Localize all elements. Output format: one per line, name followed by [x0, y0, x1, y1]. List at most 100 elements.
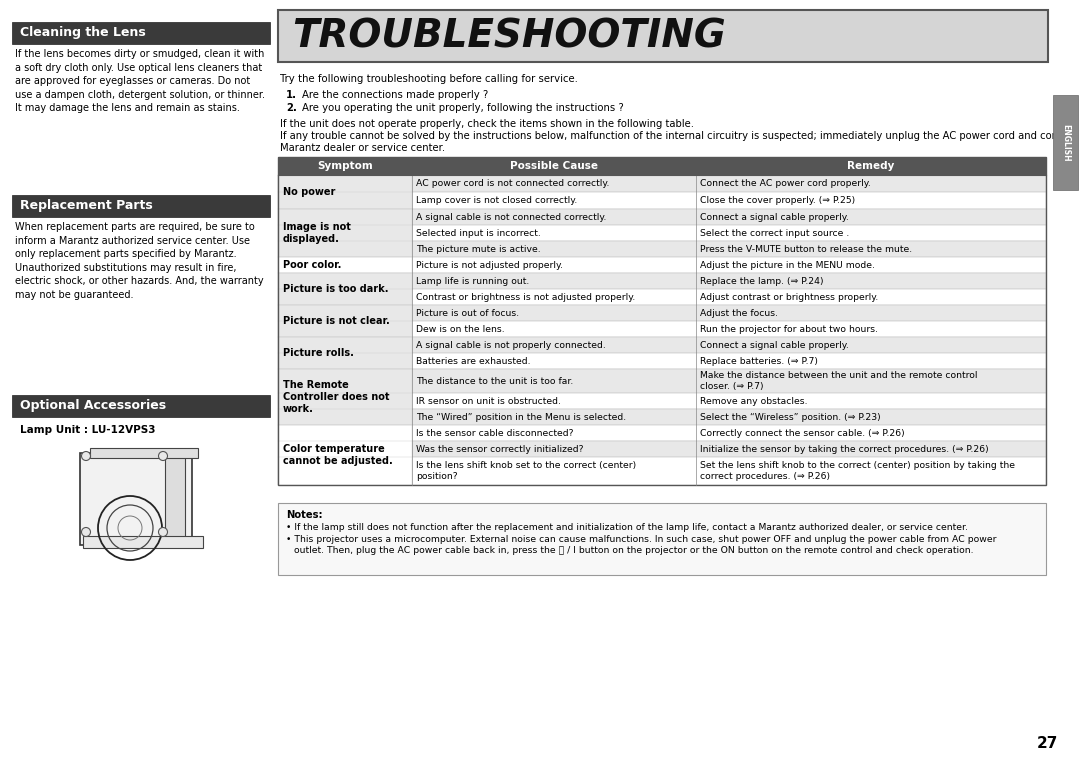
Text: The Remote
Controller does not
work.: The Remote Controller does not work. [283, 380, 390, 414]
Text: IR sensor on unit is obstructed.: IR sensor on unit is obstructed. [416, 397, 561, 405]
Text: Selected input is incorrect.: Selected input is incorrect. [416, 228, 541, 237]
Text: Symptom: Symptom [318, 161, 373, 171]
Circle shape [159, 527, 167, 536]
Bar [83, 536, 203, 548]
Bar [278, 257, 1047, 273]
Text: AC power cord is not connected correctly.: AC power cord is not connected correctly… [416, 179, 609, 188]
Text: Are the connections made properly ?: Are the connections made properly ? [302, 90, 488, 100]
Text: • If the lamp still does not function after the replacement and initialization o: • If the lamp still does not function af… [286, 523, 968, 532]
Bar [278, 209, 411, 257]
Bar [278, 10, 1048, 62]
Text: Remove any obstacles.: Remove any obstacles. [700, 397, 808, 405]
Text: Correctly connect the sensor cable. (⇒ P.26): Correctly connect the sensor cable. (⇒ P… [700, 429, 905, 437]
Text: Was the sensor correctly initialized?: Was the sensor correctly initialized? [416, 445, 583, 453]
Text: A signal cable is not connected correctly.: A signal cable is not connected correctl… [416, 213, 606, 221]
Bar [278, 457, 1047, 485]
Text: Dew is on the lens.: Dew is on the lens. [416, 324, 504, 333]
Bar [278, 157, 1047, 175]
Text: TROUBLESHOOTING: TROUBLESHOOTING [292, 17, 726, 55]
Bar [278, 192, 1047, 209]
Bar [278, 289, 1047, 305]
Text: Contrast or brightness is not adjusted properly.: Contrast or brightness is not adjusted p… [416, 292, 635, 301]
Text: Poor color.: Poor color. [283, 260, 341, 270]
Text: The distance to the unit is too far.: The distance to the unit is too far. [416, 376, 573, 385]
Text: Select the “Wireless” position. (⇒ P.23): Select the “Wireless” position. (⇒ P.23) [700, 413, 880, 421]
Bar [278, 175, 411, 209]
Text: Color temperature
cannot be adjusted.: Color temperature cannot be adjusted. [283, 444, 393, 466]
Text: Replacement Parts: Replacement Parts [21, 199, 152, 212]
Bar [278, 441, 1047, 457]
Text: Picture is out of focus.: Picture is out of focus. [416, 308, 519, 317]
Text: If the unit does not operate properly, check the items shown in the following ta: If the unit does not operate properly, c… [280, 119, 694, 129]
Circle shape [81, 452, 91, 461]
Text: Close the cover properly. (⇒ P.25): Close the cover properly. (⇒ P.25) [700, 196, 855, 205]
Text: Select the correct input source .: Select the correct input source . [700, 228, 849, 237]
Text: Notes:: Notes: [286, 510, 323, 520]
Text: Lamp life is running out.: Lamp life is running out. [416, 276, 529, 285]
Text: 2.: 2. [286, 103, 297, 113]
Text: Connect a signal cable properly.: Connect a signal cable properly. [700, 340, 849, 349]
Text: Possible Cause: Possible Cause [510, 161, 598, 171]
Bar [278, 369, 1047, 393]
Bar [278, 241, 1047, 257]
Bar [278, 225, 1047, 241]
Text: Adjust contrast or brightness properly.: Adjust contrast or brightness properly. [700, 292, 878, 301]
Circle shape [159, 452, 167, 461]
Bar [90, 448, 198, 458]
Text: The picture mute is active.: The picture mute is active. [416, 244, 541, 253]
Circle shape [81, 527, 91, 536]
Text: Run the projector for about two hours.: Run the projector for about two hours. [700, 324, 878, 333]
Bar [278, 175, 1047, 192]
Text: If the lens becomes dirty or smudged, clean it with
a soft dry cloth only. Use o: If the lens becomes dirty or smudged, cl… [15, 49, 265, 114]
Bar [278, 157, 1047, 485]
Text: A signal cable is not properly connected.: A signal cable is not properly connected… [416, 340, 606, 349]
Text: Try the following troubleshooting before calling for service.: Try the following troubleshooting before… [280, 74, 578, 84]
Text: Replace batteries. (⇒ P.7): Replace batteries. (⇒ P.7) [700, 356, 818, 365]
Text: When replacement parts are required, be sure to
inform a Marantz authorized serv: When replacement parts are required, be … [15, 222, 264, 300]
Text: ENGLISH: ENGLISH [1061, 124, 1070, 161]
Text: Initialize the sensor by taking the correct procedures. (⇒ P.26): Initialize the sensor by taking the corr… [700, 445, 988, 453]
Text: 1.: 1. [286, 90, 297, 100]
Bar [12, 395, 270, 417]
Bar [278, 393, 1047, 409]
Text: Marantz dealer or service center.: Marantz dealer or service center. [280, 143, 445, 153]
Text: outlet. Then, plug the AC power cable back in, press the ⏻ / I button on the pro: outlet. Then, plug the AC power cable ba… [294, 546, 973, 555]
Text: Optional Accessories: Optional Accessories [21, 399, 166, 412]
Text: Press the V-MUTE button to release the mute.: Press the V-MUTE button to release the m… [700, 244, 913, 253]
Text: Connect a signal cable properly.: Connect a signal cable properly. [700, 213, 849, 221]
Text: Is the sensor cable disconnected?: Is the sensor cable disconnected? [416, 429, 573, 437]
Bar [278, 337, 1047, 353]
Bar [1053, 95, 1078, 190]
Bar [278, 305, 411, 337]
Text: Remedy: Remedy [848, 161, 894, 171]
Bar [278, 409, 1047, 425]
Text: No power: No power [283, 187, 336, 197]
Bar [12, 195, 270, 217]
Bar [278, 273, 411, 305]
Bar [278, 273, 1047, 289]
Text: Lamp Unit : LU-12VPS3: Lamp Unit : LU-12VPS3 [21, 425, 156, 435]
Text: 27: 27 [1037, 736, 1058, 751]
Text: Lamp cover is not closed correctly.: Lamp cover is not closed correctly. [416, 196, 577, 205]
Text: Replace the lamp. (⇒ P.24): Replace the lamp. (⇒ P.24) [700, 276, 824, 285]
Bar [278, 209, 1047, 225]
Bar [278, 337, 411, 369]
Bar [80, 453, 192, 545]
Text: Picture is not clear.: Picture is not clear. [283, 316, 390, 326]
Bar [278, 503, 1047, 575]
Bar [278, 305, 1047, 321]
Bar [278, 369, 411, 425]
Text: Picture rolls.: Picture rolls. [283, 348, 354, 358]
Text: Connect the AC power cord properly.: Connect the AC power cord properly. [700, 179, 870, 188]
Text: Adjust the picture in the MENU mode.: Adjust the picture in the MENU mode. [700, 260, 875, 269]
Text: Make the distance between the unit and the remote control
closer. (⇒ P.7): Make the distance between the unit and t… [700, 372, 977, 391]
Text: Picture is too dark.: Picture is too dark. [283, 284, 389, 294]
Text: Batteries are exhausted.: Batteries are exhausted. [416, 356, 530, 365]
Text: Is the lens shift knob set to the correct (center)
position?: Is the lens shift knob set to the correc… [416, 462, 636, 481]
Bar [278, 321, 1047, 337]
Text: Adjust the focus.: Adjust the focus. [700, 308, 778, 317]
Text: • This projector uses a microcomputer. External noise can cause malfunctions. In: • This projector uses a microcomputer. E… [286, 535, 997, 544]
Text: Picture is not adjusted properly.: Picture is not adjusted properly. [416, 260, 563, 269]
Text: Image is not
displayed.: Image is not displayed. [283, 222, 351, 244]
Text: Cleaning the Lens: Cleaning the Lens [21, 26, 146, 39]
